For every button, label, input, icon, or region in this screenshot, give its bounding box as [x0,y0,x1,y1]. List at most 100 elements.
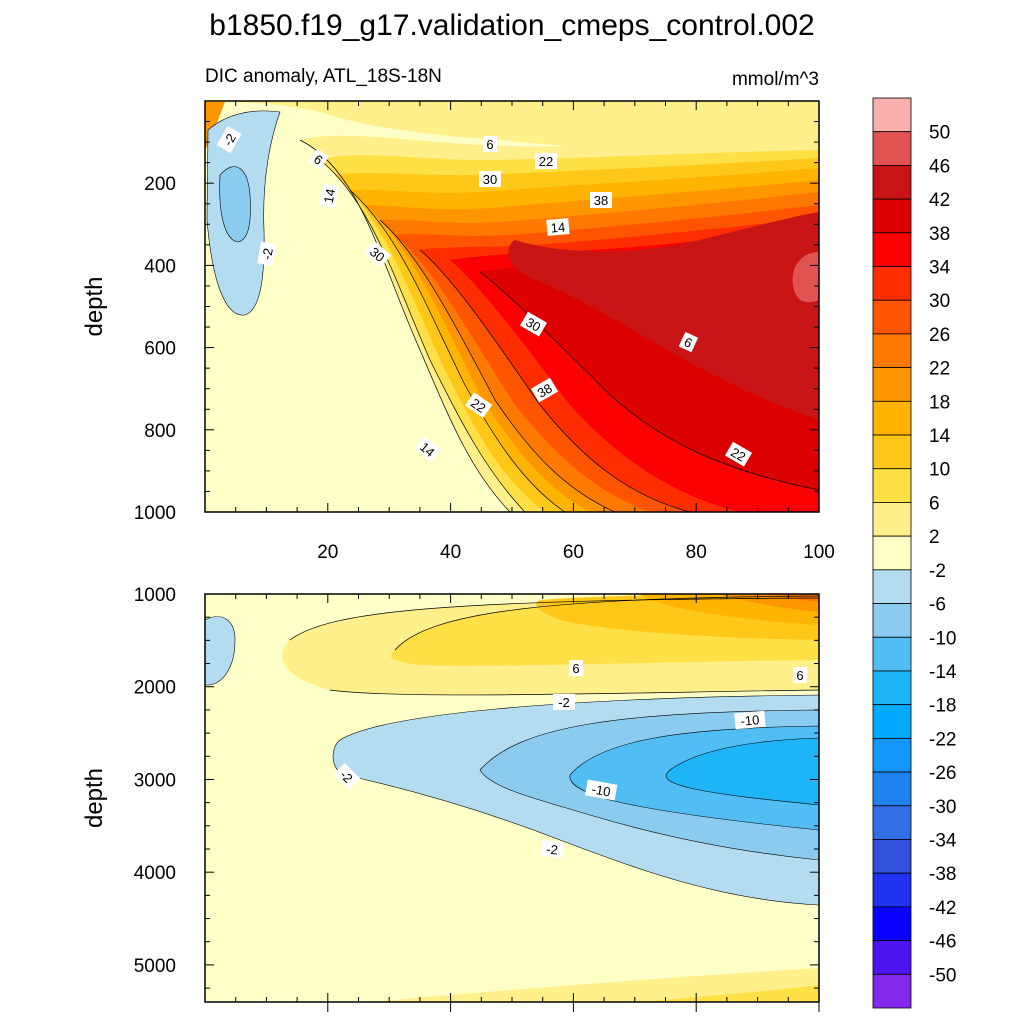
y-tick-label: 3000 [134,770,176,791]
contour-label-bg [793,667,807,683]
contour-label-text: -10 [591,781,612,799]
contour-label-text: 22 [468,395,488,416]
chart-subtitle-left: DIC anomaly, ATL_18S-18N [205,66,442,87]
contour-label-bg [569,660,583,676]
contour-label-bg [319,183,339,209]
contour-label-bg [464,392,493,419]
colorbar-swatch [872,973,912,1009]
contour-label: -2 [257,241,277,267]
contour-label: 6 [569,660,583,676]
y-tick-label: 2000 [134,678,176,699]
colorbar-swatch [872,940,912,975]
colorbar-swatch [872,266,912,301]
colorbar-label: -2 [929,561,946,582]
upper-panel-field [205,101,819,512]
colorbar-swatch [872,400,912,436]
contour-label-text: -2 [259,247,276,261]
contour-label-bg [519,311,548,337]
axes-layer: 20 40 60 80 100 200 400 600 800 1000 depth 1000 2000… [81,100,835,1012]
colorbar-swatch [872,468,912,503]
colorbar: 50 46 42 38 34 30 26 22 18 14 10 6 2 -2 -6 -10 -14 -18 -22… [872,97,957,1009]
contour-label-text: 6 [486,137,493,152]
lower-panel-field [205,594,819,1002]
lower-left-negative [205,616,236,686]
colorbar-label: -26 [929,763,956,784]
contour-label-text: 14 [321,187,338,204]
lower-band-neg14 [665,737,819,806]
x-tick-label: 60 [563,542,584,563]
contour-label-bg [535,153,557,169]
contour-label: 30 [519,311,548,337]
contour-label-bg [483,136,497,152]
contour-label: -10 [585,779,618,801]
contour-labels: -2 -2 6 6 14 14 22 22 30 30 38 38 30 22 14 6 6 6 -2 -10 -2 -1… [216,125,807,858]
x-tick-label: 20 [317,542,338,563]
y-tick-label: 800 [144,421,176,442]
colorbar-label: -14 [929,662,957,683]
colorbar-swatch [872,805,912,840]
colorbar-label: 26 [929,325,950,346]
colorbar-swatch [872,636,912,672]
contour-label: 22 [535,153,557,169]
colorbar-label: -10 [929,628,956,649]
colorbar-label: 6 [929,493,940,514]
contour-label-text: 22 [539,154,553,169]
contour-label: 14 [319,183,339,209]
contour-label: 14 [546,218,570,236]
contour-label: 38 [590,192,612,208]
contour-label: 38 [530,377,559,403]
lower-bottom-band-6 [640,985,819,1002]
colorbar-swatch [872,670,912,706]
contour-label: 14 [414,436,442,463]
colorbar-swatch [872,434,912,470]
colorbar-swatch [872,603,912,638]
contour-label-bg [546,218,570,236]
contour-label: -10 [734,710,766,730]
contour-label-text: 6 [572,661,579,676]
contour-label-bg [553,694,575,710]
contour-label-bg [530,377,559,403]
colorbar-label: 10 [929,460,950,481]
contour-label-bg [734,710,766,730]
colorbar-label: -34 [929,830,957,851]
colorbar-swatch [872,97,912,133]
colorbar-swatch [872,704,912,739]
lower-bottom-band [370,968,819,1002]
contour-label-bg [364,241,392,268]
x-tick-label: 80 [686,542,707,563]
contour-label-bg [414,436,442,463]
y-tick-label: 4000 [134,863,176,884]
colorbar-label: 14 [929,426,951,447]
colorbar-label: 18 [929,392,950,413]
colorbar-swatch [872,165,912,200]
y-tick-label: 600 [144,339,176,360]
x-tick-label: 100 [803,542,835,563]
upper-band-42 [508,212,819,420]
colorbar-swatch [872,906,912,941]
contour-label: -2 [216,125,242,154]
colorbar-swatch [872,232,912,267]
contour-label-bg [724,441,753,467]
contour-label-bg [479,171,501,187]
colorbar-swatch [872,131,912,166]
y-tick-label: 200 [144,174,176,195]
colorbar-label: 22 [929,359,950,380]
y-tick-label: 5000 [134,956,176,977]
contour-label: 22 [464,392,493,419]
contour-label-bg [333,762,361,790]
colorbar-swatch [872,198,912,234]
colorbar-label: -46 [929,932,956,953]
colorbar-swatch [872,367,912,402]
contour-label: 22 [724,441,753,467]
colorbar-swatch [872,502,912,537]
x-tick-label: 40 [440,542,461,563]
colorbar-swatch [872,299,912,335]
colorbar-swatch [872,535,912,571]
contour-label-text: -2 [546,842,559,858]
contour-label: -2 [553,694,575,710]
colorbar-swatch [872,839,912,874]
colorbar-swatch [872,569,912,604]
colorbar-swatch [872,737,912,773]
colorbar-label: 50 [929,123,950,144]
contour-label: 30 [479,171,501,187]
